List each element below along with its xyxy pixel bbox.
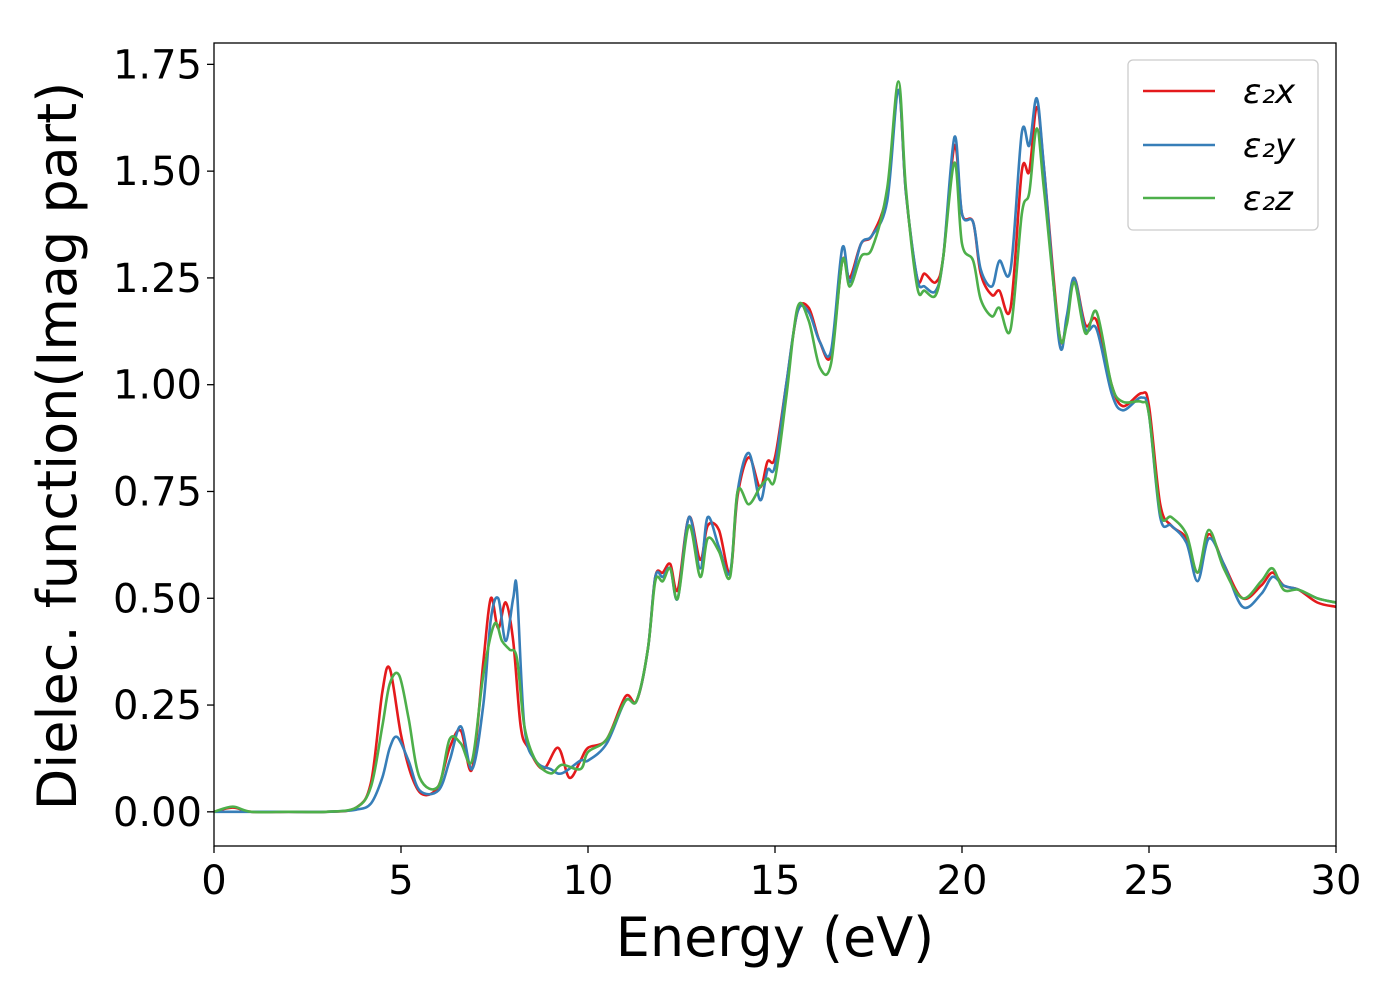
legend-label-x: ε₂x: [1243, 72, 1296, 112]
x-axis: 0 5 10 15 20 25 30: [201, 846, 1361, 904]
legend-label-y: ε₂y: [1243, 126, 1296, 166]
x-tick-label: 25: [1124, 858, 1175, 904]
y-tick-label: 1.50: [113, 149, 202, 195]
y-tick-label: 1.00: [113, 363, 202, 409]
y-tick-label: 0.75: [113, 469, 202, 515]
x-axis-label: Energy (eV): [616, 906, 935, 969]
x-tick-label: 10: [563, 858, 614, 904]
y-tick-label: 1.25: [113, 256, 202, 302]
x-tick-label: 5: [388, 858, 413, 904]
y-axis-label: Dielec. function(Imag part): [26, 82, 89, 811]
y-tick-label: 0.50: [113, 576, 202, 622]
legend: ε₂x ε₂y ε₂z: [1127, 59, 1319, 231]
x-tick-label: 0: [201, 858, 226, 904]
series-line-2: [214, 80, 1336, 814]
series-layer: [214, 80, 1336, 814]
x-tick-label: 15: [750, 858, 801, 904]
series-line-1: [214, 88, 1336, 814]
y-tick-label: 0.00: [113, 790, 202, 836]
x-tick-label: 20: [937, 858, 988, 904]
x-tick-label: 30: [1311, 858, 1362, 904]
y-tick-label: 1.75: [113, 42, 202, 88]
legend-box: [1127, 59, 1319, 231]
legend-label-z: ε₂z: [1243, 179, 1294, 219]
y-axis: 0.00 0.25 0.50 0.75 1.00 1.25 1.50 1.75: [113, 42, 214, 836]
y-tick-label: 0.25: [113, 683, 202, 729]
